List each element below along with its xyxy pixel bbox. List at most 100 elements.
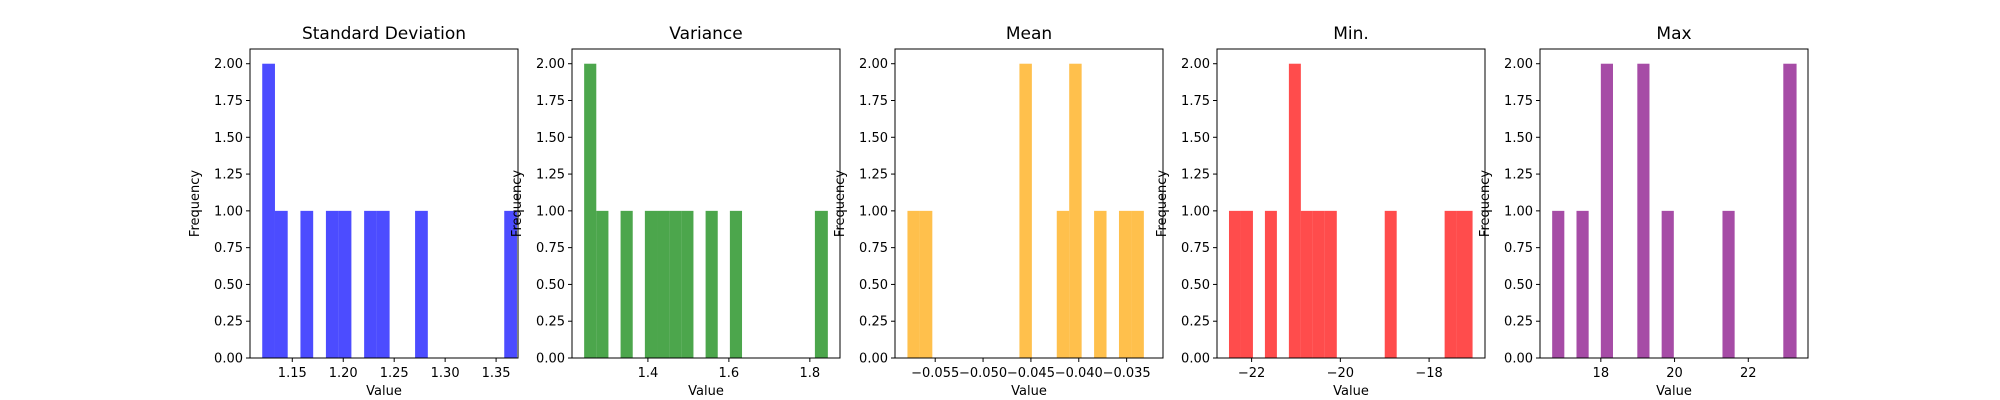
chart-title: Standard Deviation [302, 24, 466, 44]
x-axis-label: Value [1011, 384, 1047, 399]
y-tick-label: 1.75 [1181, 94, 1210, 109]
plot-frame [249, 48, 519, 359]
histogram-bar [644, 210, 658, 358]
y-tick-label: 1.25 [536, 168, 565, 183]
y-tick-label: 0.25 [1181, 315, 1210, 330]
histogram-bar [1722, 210, 1735, 358]
histogram-bar [300, 210, 314, 358]
y-tick-label: 1.00 [859, 204, 888, 219]
y-tick-label: 0.00 [1504, 352, 1533, 367]
y-tick-label: 1.75 [859, 94, 888, 109]
histogram-bar [919, 210, 933, 358]
y-tick-label: 0.50 [1181, 278, 1210, 293]
histogram-bar [1661, 210, 1674, 358]
y-tick-label: 1.50 [1504, 131, 1533, 146]
histogram-bar [1069, 63, 1082, 358]
y-tick-label: 1.50 [214, 131, 243, 146]
x-tick-label: 1.8 [799, 366, 820, 381]
histogram-bar [1264, 210, 1277, 358]
histogram-bar [1384, 210, 1397, 358]
y-tick-label: 1.50 [859, 131, 888, 146]
chart-title: Min. [1333, 24, 1369, 44]
plot-frame [1539, 48, 1809, 359]
histogram-bar [376, 210, 390, 358]
histogram-panel-2: 0.00 0.25 0.50 0.75 1.00 1.25 1.50 1.75 2.00 1.4 1… [510, 24, 841, 399]
y-tick-label: 0.50 [859, 278, 888, 293]
histogram-bar [1228, 210, 1241, 358]
y-tick-label: 0.75 [214, 241, 243, 256]
y-tick-label: 2.00 [1181, 57, 1210, 72]
y-tick-label: 0.25 [859, 315, 888, 330]
y-tick-label: 0.50 [214, 278, 243, 293]
histogram-bar [657, 210, 670, 358]
histogram-bar [669, 210, 682, 358]
y-tick-label: 1.75 [1504, 94, 1533, 109]
x-tick-label: −0.050 [959, 366, 1007, 381]
histogram-bar [729, 210, 743, 358]
histogram-bar [1131, 210, 1144, 358]
x-tick-label: 18 [1593, 366, 1610, 381]
histogram-bar [814, 210, 828, 358]
histogram-bar [596, 210, 609, 358]
histogram-panel-4: 0.00 0.25 0.50 0.75 1.00 1.25 1.50 1.75 2.00 −22 −… [1155, 24, 1486, 399]
x-tick-label: 22 [1740, 366, 1757, 381]
histogram-panel-1: 0.00 0.25 0.50 0.75 1.00 1.25 1.50 1.75 2.00 1.15… [188, 24, 519, 399]
x-tick-label: −22 [1238, 366, 1265, 381]
y-tick-label: 0.00 [536, 352, 565, 367]
y-tick-label: 0.25 [1504, 315, 1533, 330]
y-tick-label: 0.25 [536, 315, 565, 330]
histogram-bar [1444, 210, 1457, 358]
y-tick-label: 1.25 [859, 168, 888, 183]
y-axis-label: Frequency [510, 170, 525, 237]
y-tick-label: 1.50 [536, 131, 565, 146]
histogram-bar [907, 210, 920, 358]
histogram-bar [274, 210, 288, 358]
y-tick-label: 0.25 [214, 315, 243, 330]
chart-title: Variance [669, 24, 742, 44]
y-tick-label: 2.00 [859, 57, 888, 72]
chart-title: Max [1656, 24, 1691, 44]
x-axis-label: Value [1656, 384, 1692, 399]
x-tick-label: −0.045 [1007, 366, 1055, 381]
histogram-bar [262, 63, 275, 358]
y-tick-label: 1.25 [1181, 168, 1210, 183]
x-axis-label: Value [1333, 384, 1369, 399]
y-axis-label: Frequency [833, 170, 848, 237]
y-tick-label: 1.00 [214, 204, 243, 219]
histogram-bar [1637, 63, 1650, 358]
histogram-bar [1300, 210, 1313, 358]
histogram-bar [1324, 210, 1337, 358]
histogram-bar [705, 210, 718, 358]
y-tick-label: 1.00 [1504, 204, 1533, 219]
x-tick-label: −0.035 [1103, 366, 1151, 381]
y-tick-label: 0.50 [1504, 278, 1533, 293]
y-tick-label: 2.00 [536, 57, 565, 72]
y-tick-label: 0.75 [1504, 241, 1533, 256]
x-tick-label: 1.6 [719, 366, 740, 381]
plot-frame [571, 48, 841, 359]
x-tick-label: −0.055 [911, 366, 959, 381]
histogram-bar [1783, 63, 1797, 358]
histogram-bar [584, 63, 597, 358]
x-tick-label: 1.25 [380, 366, 409, 381]
y-tick-label: 1.25 [214, 168, 243, 183]
plot-frame [894, 48, 1164, 359]
histogram-bar [1576, 210, 1589, 358]
y-tick-label: 0.75 [1181, 241, 1210, 256]
y-tick-label: 0.00 [1181, 352, 1210, 367]
histogram-bar [1600, 63, 1613, 358]
y-tick-label: 0.75 [536, 241, 565, 256]
histogram-bar [1456, 210, 1473, 358]
histogram-bar [1552, 210, 1565, 358]
x-tick-label: 1.20 [329, 366, 358, 381]
y-tick-label: 2.00 [1504, 57, 1533, 72]
x-tick-label: 1.30 [431, 366, 460, 381]
x-tick-label: 20 [1666, 366, 1683, 381]
x-tick-label: 1.35 [482, 366, 511, 381]
histogram-bar [1118, 210, 1132, 358]
histogram-bar [1094, 210, 1107, 358]
histogram-bar [1019, 63, 1032, 358]
x-tick-label: −0.040 [1055, 366, 1103, 381]
y-tick-label: 0.50 [536, 278, 565, 293]
